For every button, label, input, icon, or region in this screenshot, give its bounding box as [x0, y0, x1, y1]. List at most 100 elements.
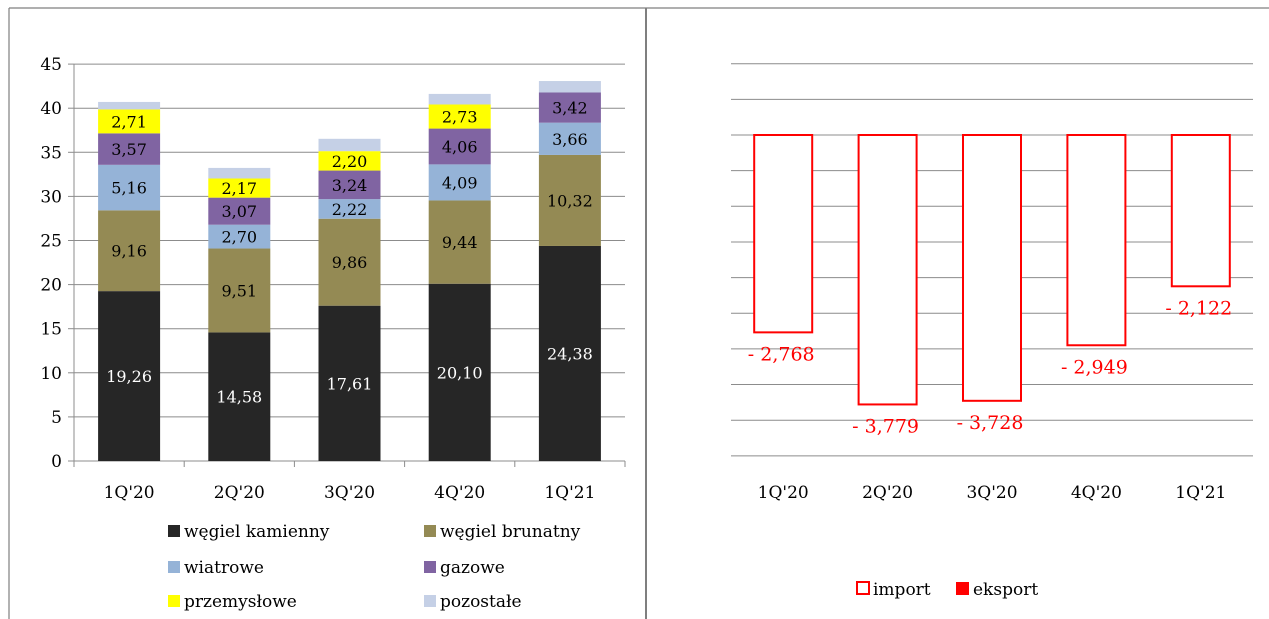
data-label: 10,32 — [547, 191, 593, 210]
data-label: 4,09 — [442, 173, 478, 192]
import-bar — [753, 134, 814, 334]
legend-swatch — [424, 595, 436, 607]
legend-label: pozostałe — [440, 592, 522, 612]
legend-label: węgiel brunatny — [440, 522, 581, 542]
bar-segment — [428, 93, 491, 105]
data-label: 9,51 — [221, 281, 257, 300]
bar-segment — [98, 133, 161, 165]
import-bar — [1066, 134, 1127, 347]
import-bar — [1170, 134, 1231, 288]
bar-segment — [428, 164, 491, 201]
y-tick-label: 5 — [51, 408, 62, 428]
import-bar — [857, 134, 918, 406]
data-label: 9,44 — [442, 233, 478, 252]
x-tick-label: 2Q'20 — [862, 483, 913, 503]
bar-segment — [538, 81, 601, 93]
bar-segment — [318, 138, 381, 152]
legend-label: gazowe — [440, 558, 505, 578]
data-label: - 3,779 — [852, 415, 919, 437]
bar-segment — [98, 101, 161, 110]
data-label: 3,07 — [221, 202, 257, 221]
data-label: - 2,949 — [1061, 356, 1128, 378]
bar-segment — [98, 164, 161, 211]
bar-segment — [318, 305, 381, 461]
y-tick-label: 35 — [40, 143, 62, 163]
bar-segment — [318, 170, 381, 200]
y-tick-label: 20 — [40, 276, 62, 296]
bar-segment — [428, 128, 491, 165]
stacked-bar-chart: 0 5 10 15 20 25 30 35 40 45 1Q'20 19,26 9,16 5,16 3,57… — [40, 55, 626, 612]
legend-label: wiatrowe — [184, 558, 264, 578]
bar-segment — [428, 283, 491, 461]
bar-segment — [208, 167, 271, 179]
data-label: 14,58 — [216, 388, 262, 407]
legend-label: przemysłowe — [184, 592, 297, 612]
legend-swatch — [168, 525, 180, 537]
legend-swatch-import — [856, 581, 870, 595]
legend-swatch — [424, 525, 436, 537]
x-tick-label: 2Q'20 — [214, 483, 265, 503]
data-label: 17,61 — [327, 374, 373, 393]
data-label: 3,66 — [552, 130, 588, 149]
x-tick-label: 1Q'20 — [758, 483, 809, 503]
x-tick-label: 3Q'20 — [324, 483, 375, 503]
data-label: 9,16 — [111, 242, 147, 261]
legend-swatch — [168, 561, 180, 573]
x-tick-label: 1Q'20 — [104, 483, 155, 503]
x-tick-label: 1Q'21 — [544, 483, 595, 503]
data-label: 20,10 — [437, 363, 483, 382]
data-label: 3,57 — [111, 140, 147, 159]
y-tick-label: 45 — [40, 55, 62, 75]
data-label: - 2,122 — [1165, 297, 1232, 319]
data-label: 5,16 — [111, 179, 147, 198]
import-export-bar-chart: - 2,768 1Q'20 - 3,779 2Q'20 - 3,728 3Q'20 - 2,… — [731, 63, 1253, 600]
data-label: 2,20 — [332, 152, 368, 171]
bar-segment — [428, 200, 491, 284]
y-tick-label: 15 — [40, 320, 62, 340]
legend-swatch-eksport — [956, 582, 969, 595]
data-label: 9,86 — [332, 253, 368, 272]
data-label: 2,71 — [111, 112, 147, 131]
y-tick-label: 25 — [40, 232, 62, 252]
bar-segment — [208, 248, 271, 333]
bar-segment — [538, 122, 601, 155]
x-tick-label: 3Q'20 — [966, 483, 1017, 503]
data-label: - 2,768 — [748, 343, 815, 365]
bar-segment — [208, 332, 271, 461]
data-label: 24,38 — [547, 344, 593, 363]
bar-segment — [318, 199, 381, 219]
data-label: 2,70 — [221, 228, 257, 247]
y-tick-label: 10 — [40, 364, 62, 384]
data-label: 19,26 — [106, 367, 152, 386]
data-label: - 3,728 — [957, 412, 1024, 434]
data-label: 2,73 — [442, 108, 478, 127]
bar-segment — [98, 210, 161, 292]
bar-segment — [208, 197, 271, 225]
y-tick-label: 30 — [40, 187, 62, 207]
bar-segment — [538, 92, 601, 123]
x-tick-label: 1Q'21 — [1175, 483, 1226, 503]
bar-segment — [538, 245, 601, 461]
data-label: 3,42 — [552, 99, 588, 118]
import-bar — [962, 134, 1022, 402]
data-label: 2,17 — [221, 179, 257, 198]
bar-segment — [98, 109, 161, 134]
legend-swatch — [168, 595, 180, 607]
bar-segment — [318, 151, 381, 171]
legend-label: węgiel kamienny — [184, 522, 330, 542]
bar-segment — [538, 154, 601, 246]
bar-segment — [318, 218, 381, 306]
y-tick-label: 40 — [40, 99, 62, 119]
legend-label: import — [873, 580, 931, 600]
data-label: 4,06 — [442, 137, 478, 156]
bar-segment — [208, 224, 271, 249]
y-tick-label: 0 — [51, 452, 62, 472]
legend-swatch — [424, 561, 436, 573]
legend-label: eksport — [973, 580, 1038, 600]
data-label: 2,22 — [332, 200, 368, 219]
bar-segment — [428, 104, 491, 129]
data-label: 3,24 — [332, 176, 368, 195]
bar-segment — [98, 291, 161, 461]
bar-segment — [208, 178, 271, 198]
